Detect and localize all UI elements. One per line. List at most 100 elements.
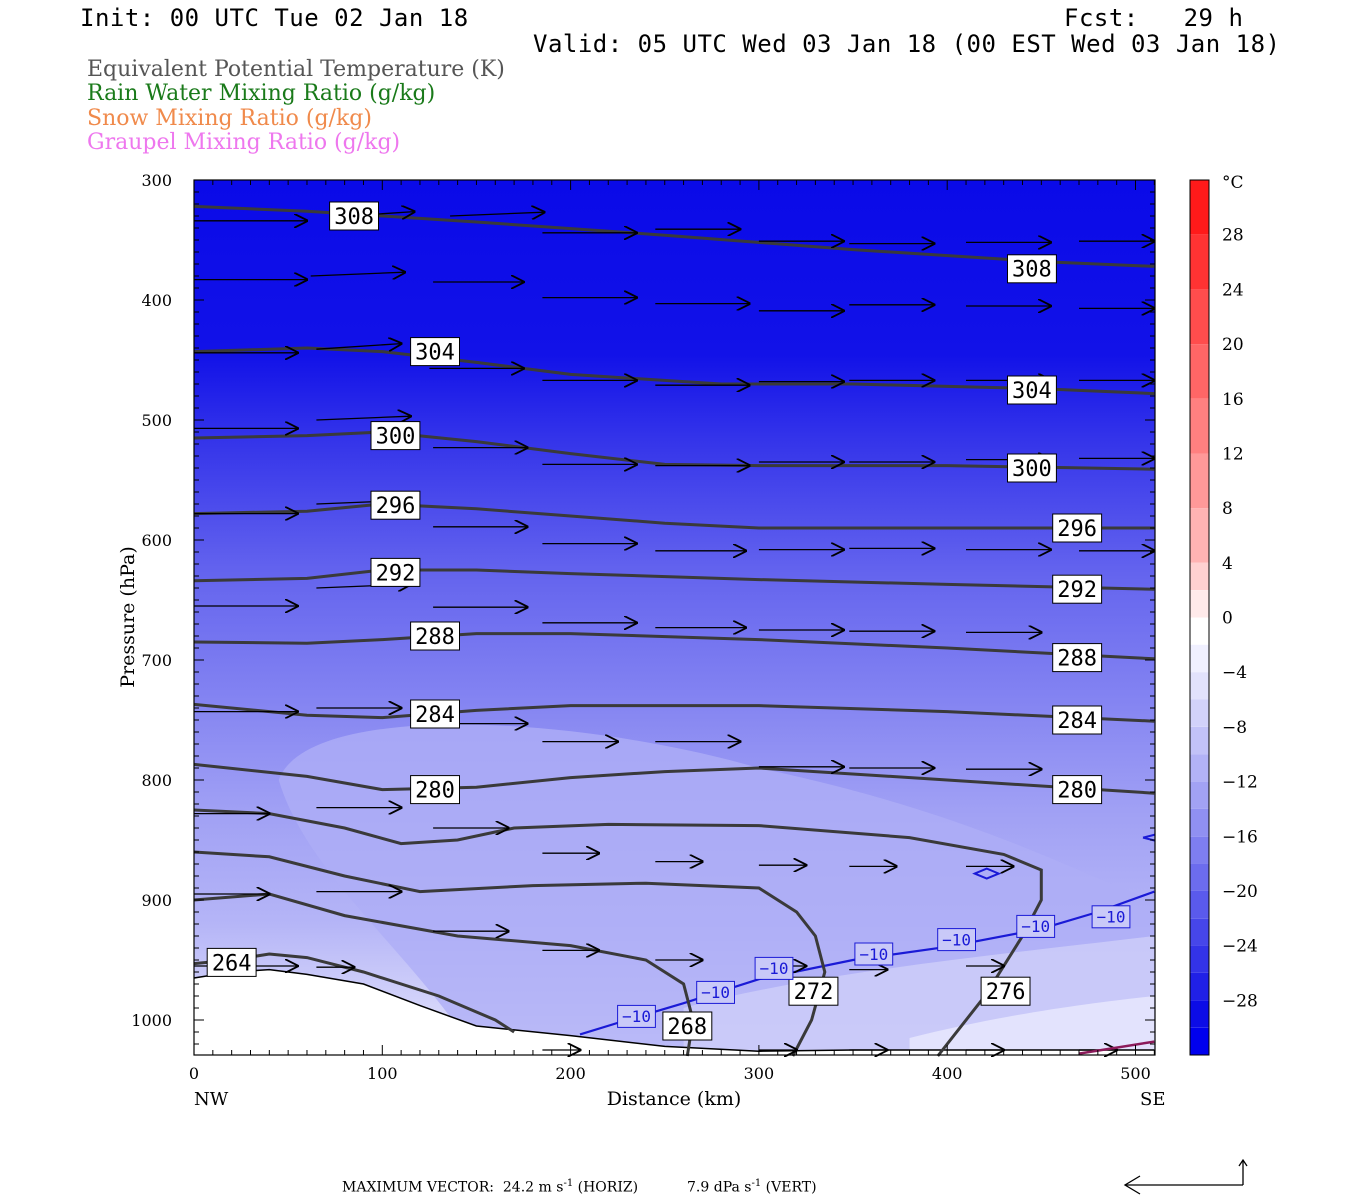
contour-label-308: 308 [1007,254,1057,284]
contour-label-296-box [1052,513,1103,543]
colorbar-band [1190,808,1209,837]
contour-label-280: 280 [410,775,461,805]
forecast-hour: Fcst: 29 h [1064,4,1244,32]
contour-label-268: 268 [662,1011,713,1041]
x-tick-label: 0 [189,1064,199,1083]
colorbar-tick-label: 24 [1222,280,1244,300]
y-tick-label: 800 [141,771,172,790]
isotherm-label: −10 [696,980,736,1004]
colorbar-band [1190,590,1209,618]
colorbar-band [1190,234,1209,290]
contour-label-304-box [1007,375,1057,405]
plot-frame [193,179,1156,1056]
contour-label-264: 264 [206,947,257,977]
max-vector-horiz-tag: (HORIZ) [577,1179,639,1196]
colorbar-tick-label: −28 [1222,991,1258,1011]
valid-time: Valid: 05 UTC Wed 03 Jan 18 (00 EST Wed … [533,30,1281,58]
wind-vector [310,272,405,276]
theta-e-contour-296 [193,502,1155,530]
y-tick-label: 900 [141,891,172,910]
colorbar-band [1190,398,1209,454]
isotherm-label-text: −10 [701,983,730,1002]
y-tick-label: 700 [141,651,172,670]
contour-label-296-box [370,490,421,520]
contour-label-296: 296 [1052,513,1103,543]
contour-label-284-box [1052,705,1103,735]
isotherm-label: −10 [1091,905,1131,929]
isotherm-label-box [696,980,736,1004]
contour-label-304: 304 [1007,375,1057,405]
colorbar-band [1190,180,1209,235]
contour-label-304-text: 304 [1012,379,1052,404]
colorbar-tick-label: −24 [1222,937,1258,957]
isotherm-label: −10 [754,956,794,980]
contour-label-300-box [370,421,421,451]
contour-label-296-text: 296 [376,494,416,519]
colorbar-band [1190,289,1209,345]
theta-e-contour-304 [193,346,1155,396]
max-vector-text: MAXIMUM VECTOR: 24.2 m s-1 (HORIZ) 7.9 d… [342,1178,817,1196]
colorbar-band [1190,754,1209,782]
isotherm-label-text: −10 [622,1007,651,1026]
colorbar-band [1190,863,1209,891]
colorbar-band [1190,836,1209,864]
max-vector-vert-exp: -1 [751,1178,762,1189]
isotherm-label-box [937,928,977,952]
x-tick-label: 400 [932,1064,963,1083]
colorbar-tick-label: −4 [1222,663,1247,683]
max-vector-prefix: MAXIMUM VECTOR: [342,1179,494,1196]
colorbar-tick-label: −20 [1222,882,1258,902]
y-axis-title: Pressure (hPa) [117,546,139,688]
contour-label-296-text: 296 [1057,517,1097,542]
contour-label-272-text: 272 [794,980,834,1005]
theta-e-low-contour-2 [193,892,695,1057]
contour-label-280-box [410,775,461,805]
contour-label-308-text: 308 [334,205,374,230]
contour-label-300: 300 [370,421,421,451]
max-vector-vert: 7.9 dPa s [687,1179,752,1196]
colorbar-band [1190,672,1209,700]
isotherm-label: −10 [617,1004,656,1028]
y-tick-label: 400 [141,291,172,310]
x-end-label-se: SE [1140,1089,1165,1110]
theta-e-contour-288 [193,632,1155,661]
contour-label-304: 304 [410,337,461,367]
colorbar-tick-label: 28 [1222,226,1244,246]
colorbar-tick-label: −12 [1222,773,1258,793]
contour-label-300-text: 300 [1012,457,1052,482]
legend-theta-e: Equivalent Potential Temperature (K) [87,57,505,82]
x-tick-label: 200 [555,1064,586,1083]
isotherm-label: −10 [854,942,894,966]
legend-graupel: Graupel Mixing Ratio (g/kg) [87,130,401,155]
colorbar-band [1190,617,1209,645]
colorbar-tick-label: 20 [1222,335,1244,355]
y-tick-label: 500 [141,411,172,430]
legend-snow: Snow Mixing Ratio (g/kg) [87,106,372,131]
colorbar-unit: °C [1222,173,1244,193]
contour-label-288: 288 [410,621,461,651]
ground-line [193,968,1155,1052]
contour-label-288-box [410,621,461,651]
y-tick-label: 1000 [131,1011,172,1030]
isotherm-label-box [754,956,794,980]
contour-label-308: 308 [329,201,380,231]
contour-label-292-text: 292 [1057,578,1097,603]
x-tick-label: 500 [1120,1064,1151,1083]
contour-label-308-box [1007,254,1057,284]
x-end-label-nw: NW [194,1089,229,1110]
x-tick-label: 300 [744,1064,775,1083]
shading-near-freezing [909,996,1155,1056]
contour-label-292: 292 [1052,574,1103,604]
graupel-trace [1078,1040,1155,1055]
y-tick-label: 300 [141,171,172,190]
isotherm-label-text: −10 [1097,908,1126,927]
isotherm-label-box [1091,905,1131,929]
contour-label-292-box [370,557,421,587]
contour-label-268-box [662,1011,713,1041]
contour-label-276-text: 276 [986,980,1026,1005]
contour-label-304-text: 304 [415,341,455,366]
colorbar-band [1190,1027,1209,1055]
contour-label-308-box [329,201,380,231]
contour-label-288-box [1052,643,1103,673]
